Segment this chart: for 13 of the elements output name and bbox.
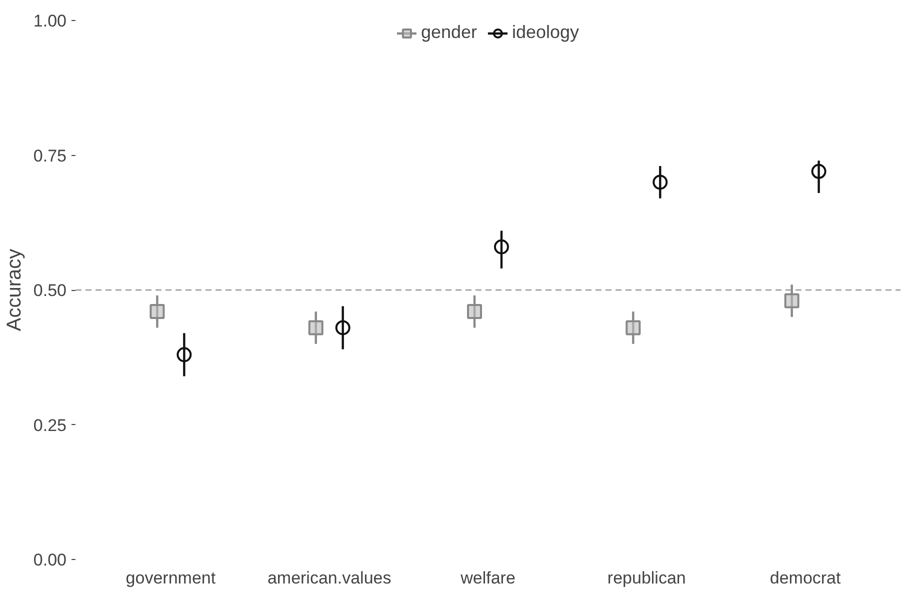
y-tick-label: 0.50 — [33, 281, 67, 300]
y-tick-label: 0.25 — [33, 416, 67, 435]
y-tick-label: 0.75 — [33, 146, 67, 166]
x-tick-label: democrat — [770, 568, 842, 588]
legend-label: ideology — [512, 22, 580, 43]
y-tick-label: 1.00 — [33, 12, 67, 30]
x-tick-label: welfare — [460, 568, 516, 588]
y-tick-label: 0.00 — [33, 550, 67, 570]
x-tick-label: american.values — [267, 568, 392, 588]
x-tick-label: government — [126, 568, 216, 588]
x-tick-label: republican — [607, 568, 686, 588]
y-axis-title: Accuracy — [3, 248, 26, 332]
legend-label: gender — [420, 22, 477, 43]
